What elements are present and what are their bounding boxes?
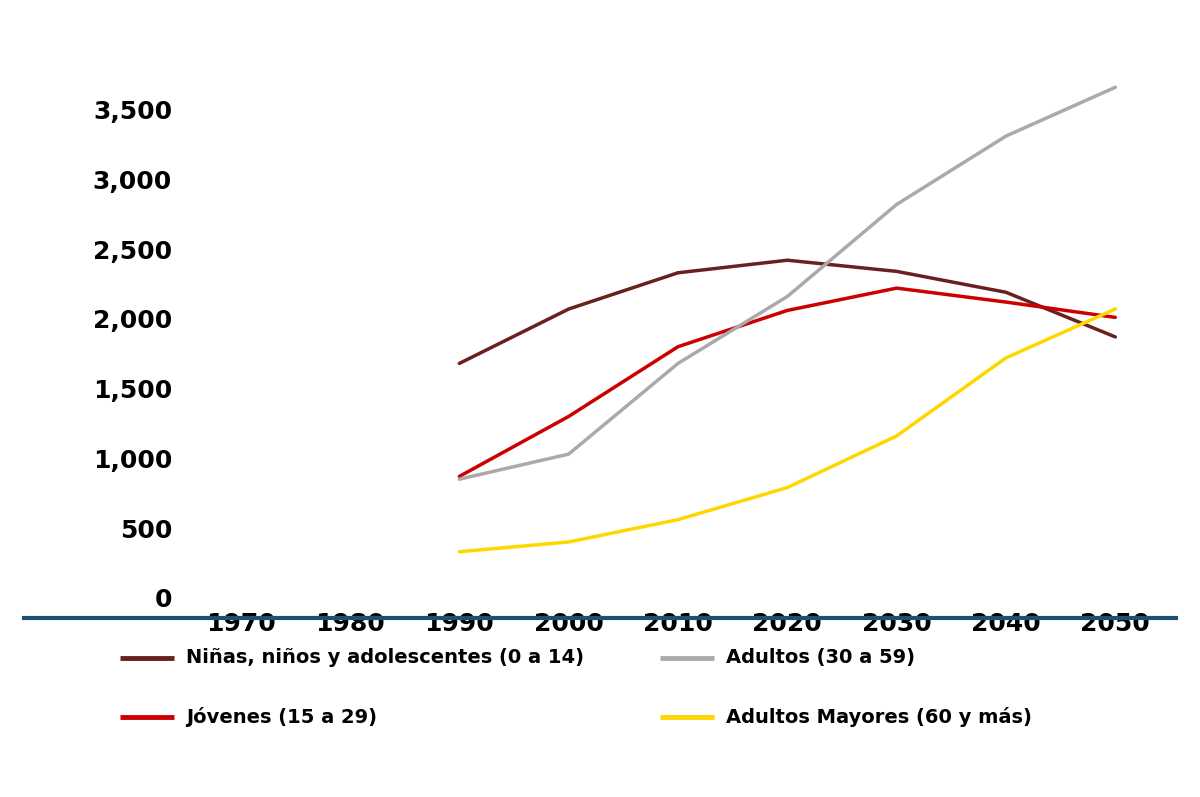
Text: Adultos (30 a 59): Adultos (30 a 59) xyxy=(726,648,916,667)
Text: Adultos Mayores (60 y más): Adultos Mayores (60 y más) xyxy=(726,707,1032,728)
Text: Niñas, niños y adolescentes (0 a 14): Niñas, niños y adolescentes (0 a 14) xyxy=(186,648,584,667)
Text: Jóvenes (15 a 29): Jóvenes (15 a 29) xyxy=(186,707,377,728)
